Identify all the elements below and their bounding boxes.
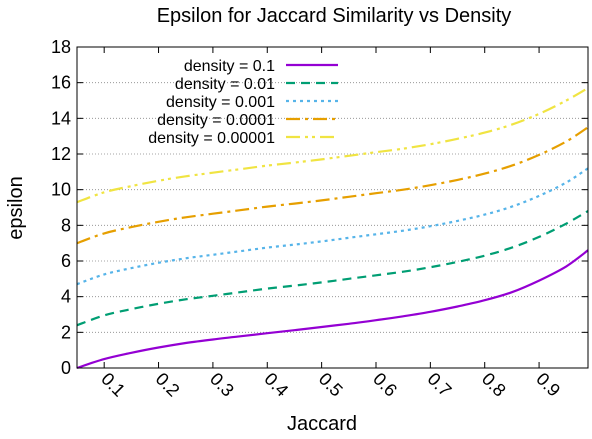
y-tick-label: 6 (61, 251, 71, 271)
series-line-2 (76, 167, 589, 286)
x-tick-label: 0.5 (315, 369, 347, 401)
axes: 0 2 4 6 8 10 12 14 16 18 0.1 0.2 0.3 0.4 0.5 0.6 0.7 0.8 0… (51, 37, 588, 401)
x-tick-label: 0.6 (369, 369, 401, 401)
y-tick-label: 14 (51, 108, 71, 128)
x-tick-label: 0.8 (478, 369, 510, 401)
x-tick-label: 0.9 (532, 369, 564, 401)
series-lines (76, 87, 589, 370)
series-line-1 (76, 210, 589, 327)
y-tick-label: 10 (51, 180, 71, 200)
x-tick-label: 0.1 (97, 369, 129, 401)
chart-title: Epsilon for Jaccard Similarity vs Densit… (157, 5, 512, 27)
y-axis-label: epsilon (5, 176, 27, 239)
y-tick-label: 16 (51, 73, 71, 93)
legend-label-1: density = 0.01 (175, 76, 275, 93)
legend-label-2: density = 0.001 (166, 94, 275, 111)
y-tick-label: 18 (51, 37, 71, 57)
x-tick-label: 0.7 (424, 369, 456, 401)
legend-label-4: density = 0.00001 (148, 130, 275, 147)
series-line-0 (76, 249, 589, 370)
legend-label-3: density = 0.0001 (157, 112, 275, 129)
y-tick-label: 12 (51, 144, 71, 164)
y-tick-label: 0 (61, 358, 71, 378)
y-tick-label: 4 (61, 287, 71, 307)
series-line-3 (76, 126, 589, 245)
y-tick-label: 2 (61, 322, 71, 342)
plot-frame (76, 46, 589, 369)
y-tick-label: 8 (61, 215, 71, 235)
x-tick-label: 0.3 (206, 369, 238, 401)
x-axis-label: Jaccard (287, 413, 357, 434)
legend-label-0: density = 0.1 (184, 58, 275, 75)
x-tick-label: 0.2 (152, 369, 184, 401)
x-tick-label: 0.4 (260, 369, 292, 401)
